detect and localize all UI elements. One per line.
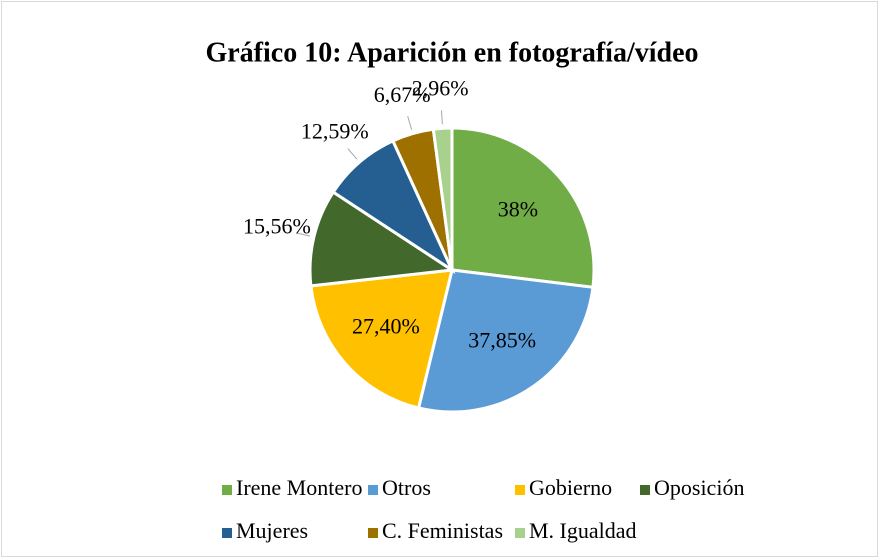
legend-label: Oposición (654, 475, 744, 500)
legend-label: Mujeres (236, 518, 308, 543)
legend-swatch (368, 528, 378, 538)
legend-label: M. Igualdad (529, 518, 637, 543)
legend-swatch (515, 528, 525, 538)
pie-slice (331, 138, 456, 275)
legend-swatch (640, 485, 650, 495)
data-label: 2,96% (412, 75, 469, 100)
data-label: 37,85% (468, 327, 536, 352)
legend-label: Otros (382, 475, 431, 500)
data-label: 12,59% (301, 118, 369, 143)
legend-swatch (515, 485, 525, 495)
legend-swatch (368, 485, 378, 495)
pie-slice (450, 126, 596, 289)
pie-slice (416, 268, 595, 414)
data-label: 27,40% (352, 313, 420, 338)
data-label: 15,56% (243, 213, 311, 238)
pie-slice (308, 190, 457, 288)
data-label: 6,67% (374, 82, 431, 107)
chart-title: Gráfico 10: Aparición en fotografía/víde… (205, 37, 698, 68)
legend-swatch (222, 485, 232, 495)
legend-swatch (222, 528, 232, 538)
legend-label: Gobierno (529, 475, 612, 500)
pie-slice (309, 268, 454, 410)
pie-slice (431, 126, 454, 271)
leader-line (440, 110, 443, 125)
leader-line (407, 116, 413, 130)
data-label: 38% (498, 197, 538, 222)
legend-label: Irene Montero (236, 475, 362, 500)
legend-label: C. Feministas (382, 518, 503, 543)
leader-line (296, 232, 311, 237)
leader-line (347, 148, 358, 160)
